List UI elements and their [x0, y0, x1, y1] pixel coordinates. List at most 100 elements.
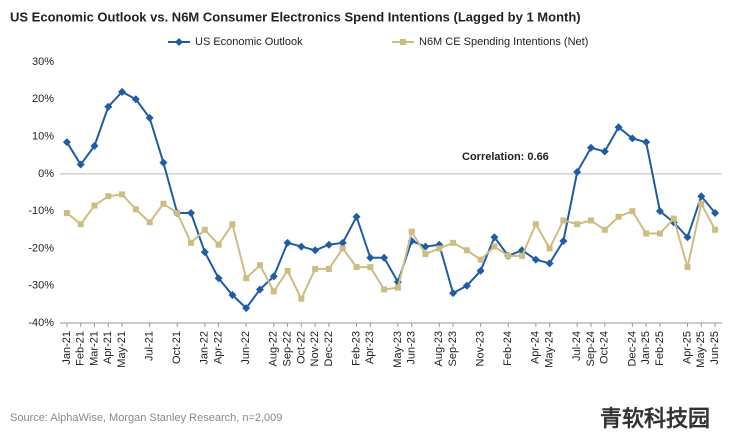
x-tick-label: Apr-21	[102, 331, 114, 364]
point	[381, 286, 388, 293]
point	[270, 288, 277, 295]
point	[76, 160, 85, 169]
point	[214, 274, 223, 283]
legend-marker	[175, 38, 183, 46]
point	[559, 236, 568, 245]
point	[352, 212, 361, 221]
point	[298, 295, 305, 302]
point	[160, 200, 167, 207]
point	[642, 138, 651, 147]
point	[546, 245, 553, 252]
chart-title: US Economic Outlook vs. N6M Consumer Ele…	[10, 9, 581, 24]
point	[118, 87, 127, 96]
point	[490, 233, 499, 242]
x-tick-label: Dec-22	[323, 331, 335, 366]
y-tick-label: 0%	[38, 168, 54, 180]
x-tick-label: Jan-21	[61, 331, 73, 365]
point	[367, 264, 374, 271]
point	[229, 221, 236, 228]
x-tick-label: Jun-22	[240, 331, 252, 365]
point	[463, 247, 470, 254]
point	[656, 230, 663, 237]
x-tick-label: Aug-23	[433, 331, 445, 366]
point	[90, 141, 99, 150]
point	[684, 264, 691, 271]
y-tick-label: -10%	[28, 205, 54, 217]
point	[339, 245, 346, 252]
point	[615, 213, 622, 220]
y-tick-label: 20%	[32, 93, 54, 105]
point	[119, 191, 126, 198]
x-tick-label: May-24	[544, 331, 556, 368]
point	[255, 285, 264, 294]
x-tick-label: Jan-25	[640, 331, 652, 365]
series-line	[66, 193, 716, 302]
point	[476, 266, 485, 275]
point	[228, 291, 237, 300]
x-tick-label: Apr-25	[681, 331, 693, 364]
legend-label: N6M CE Spending Intentions (Net)	[419, 36, 588, 48]
point	[201, 226, 208, 233]
point	[131, 95, 140, 104]
point	[643, 230, 650, 237]
point	[325, 265, 332, 272]
x-tick-label: Feb-24	[502, 331, 514, 366]
point	[698, 200, 705, 207]
point	[283, 238, 292, 247]
x-tick-label: Sep-22	[281, 331, 293, 366]
point	[63, 210, 70, 217]
point	[77, 221, 84, 228]
x-tick-label: Feb-23	[350, 331, 362, 366]
x-tick-label: Nov-22	[309, 331, 321, 366]
point	[269, 272, 278, 281]
point	[491, 243, 498, 250]
point	[324, 240, 333, 249]
x-tick-label: Jul-21	[144, 331, 156, 361]
point	[711, 209, 720, 218]
point	[256, 262, 263, 269]
point	[450, 239, 457, 246]
x-tick-label: May-23	[392, 331, 404, 368]
x-tick-label: Apr-24	[530, 331, 542, 364]
x-tick-label: Sep-24	[585, 331, 597, 366]
x-tick-label: Oct-24	[599, 331, 611, 364]
point	[477, 256, 484, 263]
point	[104, 102, 113, 111]
legend-marker	[400, 39, 406, 45]
point	[91, 202, 98, 209]
point	[697, 192, 706, 201]
series-line	[66, 90, 716, 310]
point	[683, 233, 692, 242]
point	[462, 281, 471, 290]
point	[62, 138, 71, 147]
x-tick-label: Jan-22	[199, 331, 211, 365]
x-tick-label: Jul-24	[571, 331, 583, 361]
point	[353, 264, 360, 271]
point	[215, 241, 222, 248]
point	[531, 255, 540, 264]
point	[545, 259, 554, 268]
point	[408, 228, 415, 235]
x-tick-label: Dec-24	[626, 331, 638, 366]
x-tick-label: Nov-23	[475, 331, 487, 366]
point	[422, 251, 429, 258]
x-tick-label: Apr-22	[213, 331, 225, 364]
x-tick-label: May-21	[116, 331, 128, 368]
point	[297, 242, 306, 251]
point	[614, 123, 623, 132]
y-tick-label: 10%	[32, 130, 54, 142]
x-tick-label: Feb-25	[654, 331, 666, 366]
point	[505, 252, 512, 259]
x-tick-label: Jun-23	[406, 331, 418, 365]
y-tick-label: -40%	[28, 317, 54, 329]
x-tick-label: Mar-21	[88, 331, 100, 366]
y-tick-label: -20%	[28, 242, 54, 254]
point	[311, 246, 320, 255]
x-tick-label: Oct-22	[295, 331, 307, 364]
x-tick-label: Aug-22	[268, 331, 280, 366]
x-tick-label: May-25	[695, 331, 707, 368]
watermark: 青软科技园	[600, 406, 710, 431]
y-tick-label: 30%	[32, 56, 54, 68]
point	[380, 253, 389, 262]
